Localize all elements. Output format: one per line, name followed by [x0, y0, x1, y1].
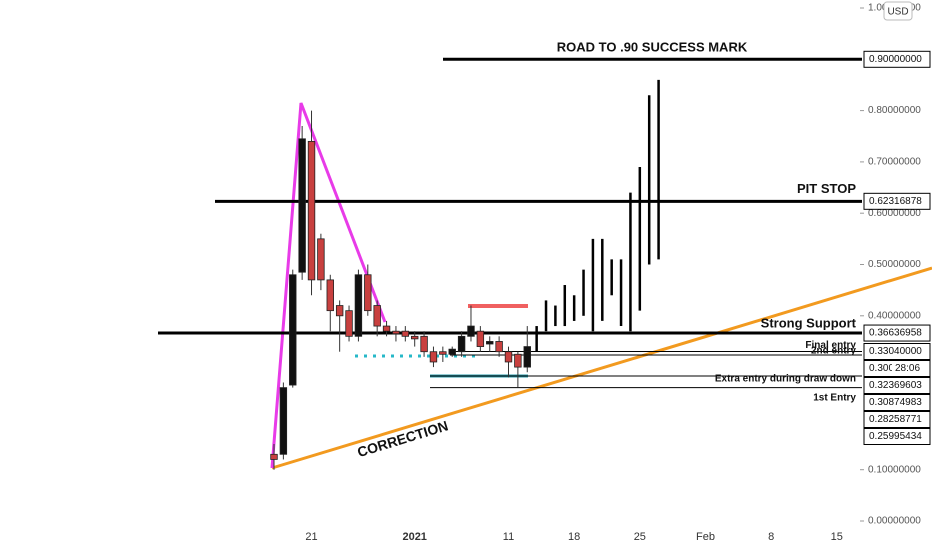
pattern-line — [270, 102, 387, 469]
x-tick-label: 25 — [634, 531, 646, 543]
x-tick-label: 18 — [568, 531, 580, 543]
price-label: 0.36636958 — [869, 328, 922, 339]
y-tick-label: 0.00000000 — [868, 516, 921, 527]
price-label: 0.32369603 — [869, 380, 922, 391]
level-label: 1st Entry — [813, 392, 856, 403]
candle-body — [504, 351, 513, 363]
candle-body — [476, 330, 485, 347]
candle-body — [382, 325, 391, 332]
y-tick-label: 0.80000000 — [868, 105, 921, 116]
price-label: 0.28258771 — [869, 414, 922, 425]
price-label: 0.90000000 — [869, 54, 922, 65]
candle-body — [373, 305, 381, 327]
price-label: 0.30874983 — [869, 397, 922, 408]
candle-body — [410, 335, 419, 340]
candle-body — [354, 274, 363, 337]
countdown-box — [892, 361, 928, 376]
price-label-box — [863, 394, 931, 412]
currency-box — [883, 1, 913, 21]
level-label: Final entry — [805, 340, 856, 351]
candle-body — [523, 346, 531, 368]
price-label-box — [863, 377, 931, 395]
candle-body — [514, 353, 522, 368]
candle-body — [307, 140, 316, 281]
candle-body — [429, 351, 438, 363]
y-tick-label: 0.60000000 — [868, 208, 921, 219]
price-label: 0.62316878 — [869, 196, 922, 207]
price-label-box — [863, 411, 931, 429]
countdown: 28:06 — [895, 363, 920, 374]
currency: USD — [887, 7, 908, 18]
x-tick-label: 2021 — [402, 531, 426, 543]
candle-body — [448, 348, 456, 355]
y-tick-label: 0.10000000 — [868, 464, 921, 475]
candle-body — [317, 238, 325, 281]
price-label-box — [863, 324, 931, 342]
price-label: 0.300 — [869, 363, 894, 374]
level-label: PIT STOP — [797, 181, 856, 196]
candle-body — [345, 310, 353, 337]
y-tick-label: 0.70000000 — [868, 157, 921, 168]
level-label: Extra entry during draw down — [715, 374, 856, 385]
candle-body — [467, 325, 475, 337]
price-label-box — [863, 428, 931, 446]
x-tick-label: 8 — [768, 531, 774, 543]
x-tick-label: 11 — [503, 531, 514, 543]
level-label: ROAD TO .90 SUCCESS MARK — [557, 40, 748, 55]
candle-body — [335, 305, 344, 317]
candle-body — [457, 335, 466, 353]
price-label: 0.33040000 — [869, 346, 922, 357]
candle-body — [289, 274, 297, 386]
x-tick-label: Feb — [696, 531, 715, 543]
level-label: 2nd entry — [811, 346, 856, 357]
candle-body — [401, 330, 410, 337]
candle-body — [326, 279, 334, 312]
candle-body — [495, 341, 503, 353]
candle-body — [392, 330, 400, 335]
y-tick-label: 0.50000000 — [868, 259, 921, 270]
price-label-box — [863, 50, 931, 68]
level-label: Strong Support — [761, 315, 857, 330]
candle-body — [439, 351, 447, 355]
price-label-box — [863, 343, 931, 361]
x-tick-label: 15 — [831, 531, 843, 543]
candle-body — [279, 387, 288, 455]
price-label-box — [863, 192, 931, 210]
candle-body — [364, 274, 372, 312]
price-label: 0.25995434 — [869, 431, 922, 442]
trend-line — [271, 266, 932, 470]
candle-body — [486, 341, 494, 345]
x-tick-label: 21 — [305, 531, 317, 543]
y-tick-label: 0.40000000 — [868, 310, 921, 321]
candle-body — [420, 335, 428, 353]
candle-body — [298, 138, 306, 273]
candle-body — [270, 453, 278, 460]
